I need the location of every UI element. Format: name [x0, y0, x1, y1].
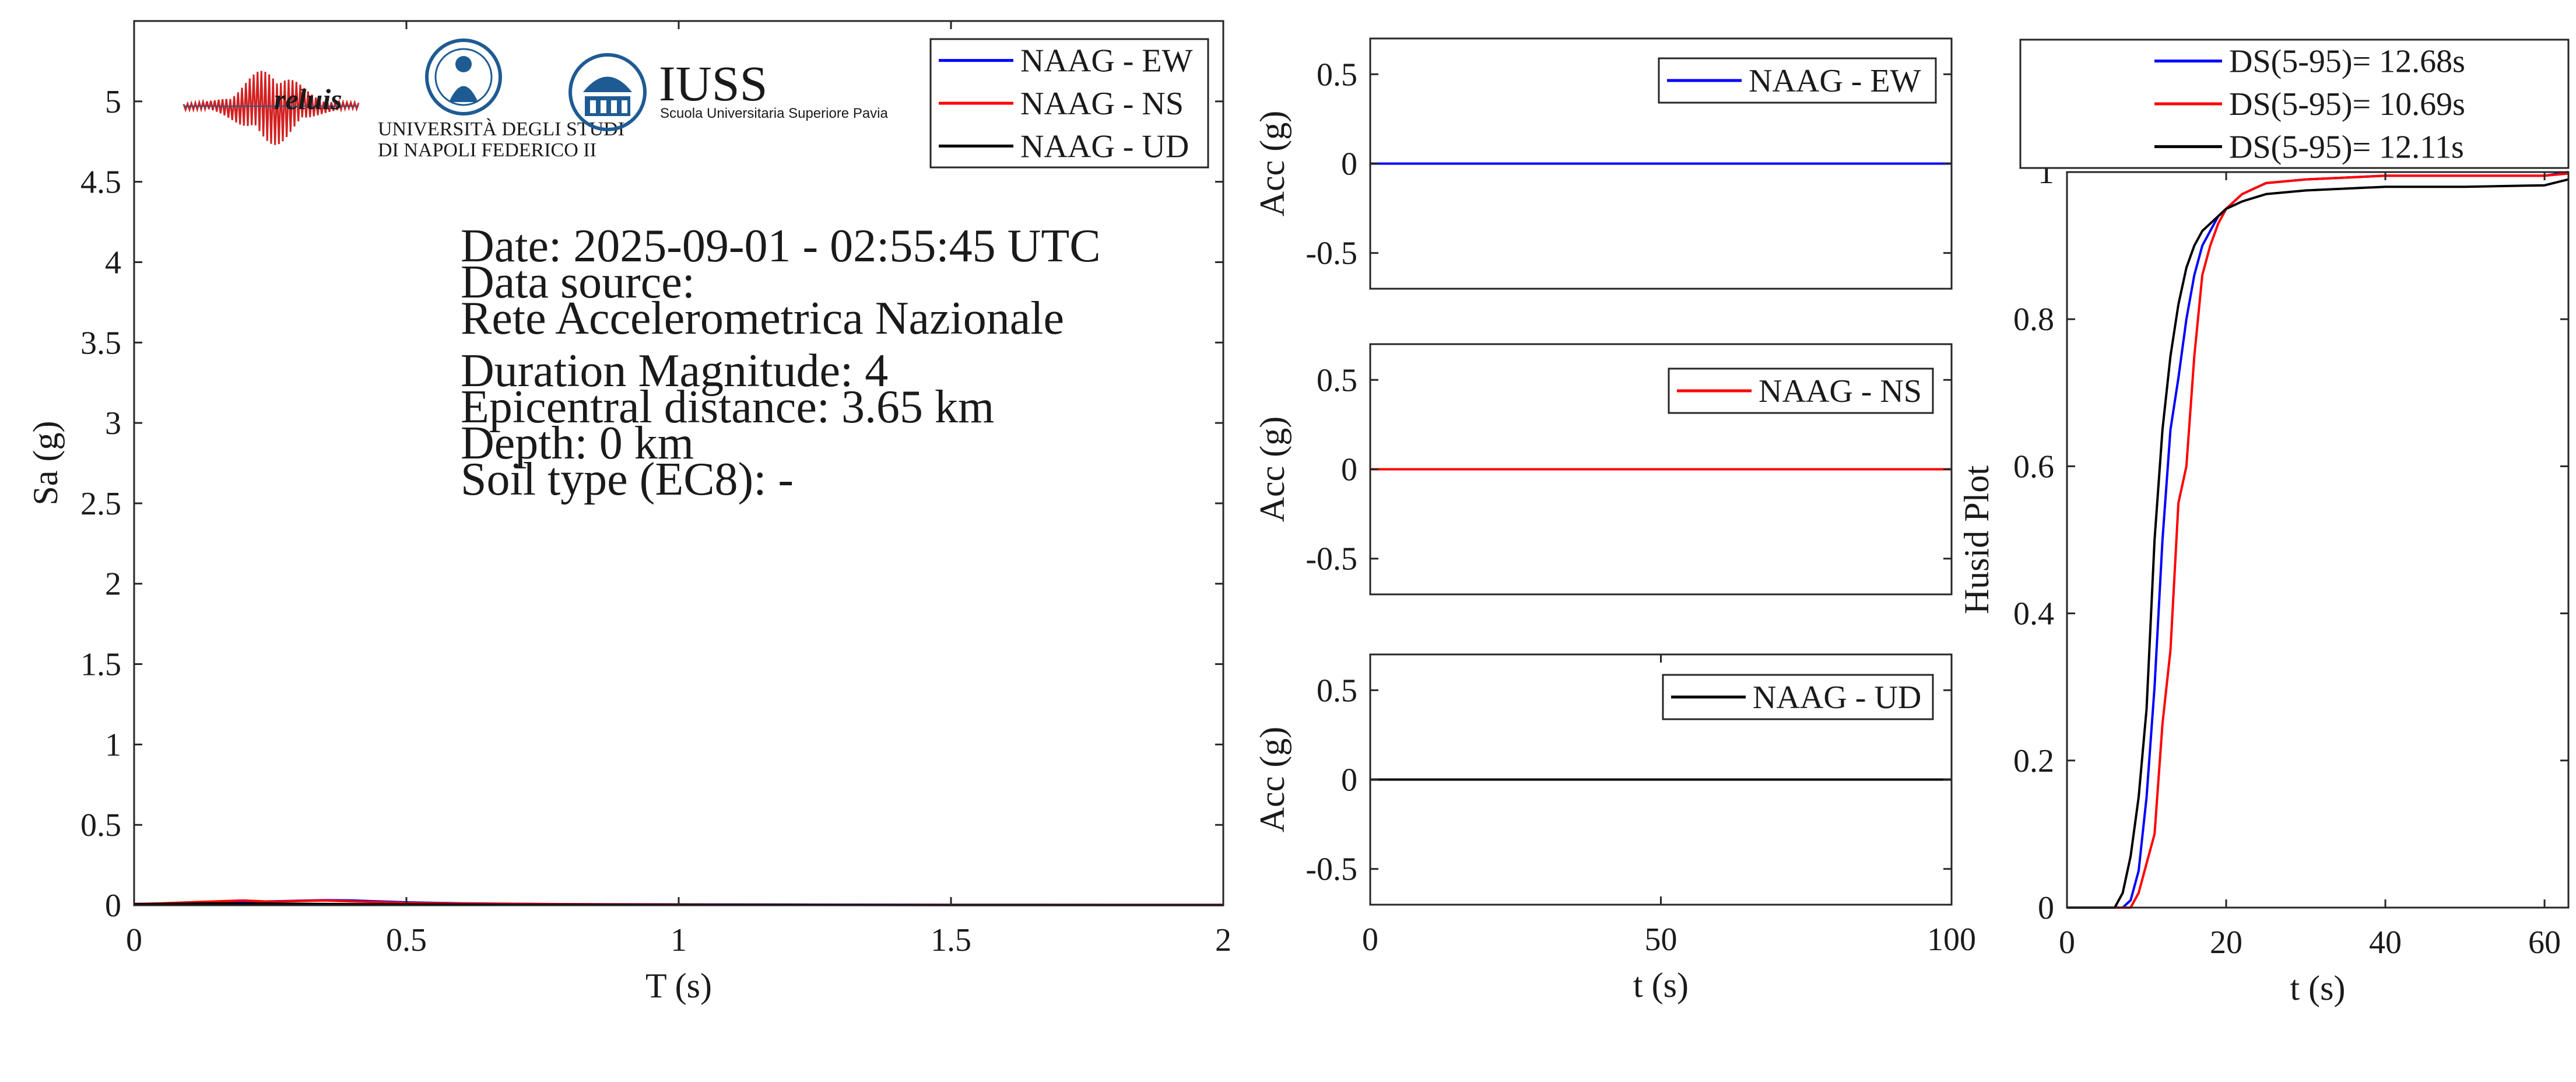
spectrum-ytick-label: 3 — [105, 405, 121, 442]
reluis-logo-text: reluis — [274, 83, 342, 115]
spectrum-legend: NAAG - EW NAAG - NS NAAG - UD — [929, 38, 1209, 169]
spectrum-ytick-label: 3.5 — [80, 325, 121, 361]
husid-ytick-label: 0.8 — [2013, 302, 2054, 338]
reluis-logo: reluis — [183, 71, 360, 145]
spectrum-xtick-label: 0.5 — [386, 922, 427, 958]
acc-ew-ylabel: Acc (g) — [1253, 111, 1291, 217]
husid-line-ds-5-95-12-68s — [2067, 171, 2569, 909]
husid-ylabel: Husid Plot — [1957, 465, 1996, 614]
iuss-logo: IUSS Scuola Universitaria Superiore Pavi… — [568, 53, 889, 131]
iuss-logo-subtitle: Scuola Universitaria Superiore Pavia — [660, 106, 889, 121]
husid-legend-box — [2019, 38, 2570, 169]
husid-ytick-label: 0 — [2038, 890, 2054, 926]
husid-xtick-label: 0 — [2059, 925, 2075, 961]
spectrum-xtick-label: 2 — [1215, 922, 1231, 958]
acc-ud-ylabel: Acc (g) — [1253, 727, 1291, 833]
spectrum-chart: 0 0.5 1 1.5 2 2.5 3 3.5 4 4.5 5 0 0.5 1 1.5 2 T (s) Sa (g… — [26, 20, 1231, 1005]
spectrum-ytick-label: 0.5 — [80, 807, 121, 843]
husid-legend-label-ds-5-95-12-68s: DS(5-95)= 12.68s — [2229, 44, 2465, 80]
acc-ew-ytick-label: -0.5 — [1305, 236, 1357, 272]
spectrum-xtick-label: 0 — [126, 922, 142, 958]
unina-logo-line2: DI NAPOLI FEDERICO II — [378, 139, 596, 161]
spectrum-ytick-label: 4 — [105, 244, 121, 281]
husid-xtick-label: 60 — [2528, 925, 2561, 961]
husid-axes-box — [2066, 171, 2570, 909]
acc-ns-chart: -0.5 0 0.5 Acc (g) NAAG - NS — [1253, 343, 1953, 596]
acc-ud-legend: NAAG - UD — [1662, 674, 1934, 720]
spectrum-ytick-label: 1.5 — [80, 647, 121, 683]
acc-ns-ytick-label: 0 — [1341, 452, 1357, 488]
spectrum-xlabel: T (s) — [645, 967, 712, 1005]
acc-ew-ytick-label: 0 — [1341, 146, 1357, 183]
husid-legend-label-ds-5-95-12-11s: DS(5-95)= 12.11s — [2229, 129, 2464, 165]
husid-xtick-label: 40 — [2369, 925, 2402, 961]
unina-seal-icon — [425, 38, 502, 115]
spectrum-ytick-label: 0 — [105, 888, 121, 924]
spectrum-ylabel: Sa (g) — [26, 421, 65, 506]
acc-ud-xtick-label: 100 — [1927, 922, 1976, 958]
spectrum-xtick-label: 1.5 — [931, 922, 971, 958]
acc-ns-legend-label-naag-ns: NAAG - NS — [1759, 373, 1922, 409]
spectrum-ytick-label: 2 — [105, 566, 121, 603]
acc-ud-ytick-label: -0.5 — [1305, 852, 1357, 888]
acc-ud-legend-label-naag-ud: NAAG - UD — [1753, 680, 1921, 716]
husid-ytick-label: 0.4 — [2013, 596, 2054, 632]
acc-ew-legend: NAAG - EW — [1658, 57, 1937, 104]
acc-ud-xtick-label: 0 — [1362, 922, 1378, 958]
husid-series — [2067, 171, 2569, 909]
data-source: Rete Accelerometrica Nazionale — [461, 293, 1064, 344]
husid-legend-label-ds-5-95-10-69s: DS(5-95)= 10.69s — [2229, 86, 2465, 122]
soil-type: Soil type (EC8): - — [461, 454, 794, 505]
acc-ew-ytick-label: 0.5 — [1317, 57, 1357, 93]
husid-legend: DS(5-95)= 12.68s DS(5-95)= 10.69s DS(5-95)… — [2019, 38, 2570, 169]
acc-ud-ytick-label: 0 — [1341, 762, 1357, 799]
husid-xtick-label: 20 — [2210, 925, 2242, 961]
unina-logo: UNIVERSITÀ DEGLI STUDI DI NAPOLI FEDERIC… — [378, 38, 624, 161]
spectrum-legend-label-naag-ns: NAAG - NS — [1020, 86, 1184, 122]
iuss-building-icon — [568, 53, 647, 131]
acc-ew-chart: -0.5 0 0.5 Acc (g) NAAG - EW — [1253, 37, 1953, 290]
depth: Depth: 0 km — [461, 418, 694, 469]
spectrum-ytick-label: 1 — [105, 727, 121, 763]
spectrum-ytick-label: 4.5 — [80, 164, 121, 201]
husid-line-ds-5-95-10-69s — [2067, 172, 2569, 909]
spectrum-xtick-label: 1 — [671, 922, 687, 958]
event-date: Date: 2025-09-01 - 02:55:45 UTC — [461, 220, 1101, 272]
event-info: Date: 2025-09-01 - 02:55:45 UTC Data sou… — [461, 220, 1101, 505]
duration-magnitude: Duration Magnitude: 4 — [461, 345, 888, 397]
husid-line-ds-5-95-12-11s — [2067, 178, 2569, 909]
spectrum-ytick-label: 5 — [105, 84, 121, 120]
reluis-wave-icon — [183, 71, 360, 145]
husid-xlabel: t (s) — [2290, 969, 2346, 1007]
husid-ytick-label: 0.6 — [2013, 449, 2054, 485]
husid-chart: 00.20.40.60.810 20 40 60t (s)Husid PlotDS(5… — [1957, 38, 2570, 1007]
husid-ytick-label: 0.2 — [2013, 743, 2054, 779]
epicentral-distance: Epicentral distance: 3.65 km — [461, 381, 994, 433]
acc-ns-ytick-label: -0.5 — [1305, 541, 1357, 577]
spectrum-legend-label-naag-ud: NAAG - UD — [1020, 128, 1189, 164]
reluis-wave-line — [183, 71, 360, 145]
acc-ns-ytick-label: 0.5 — [1317, 362, 1357, 398]
acc-ud-ytick-label: 0.5 — [1317, 673, 1357, 709]
data-source-label: Data source: — [461, 257, 695, 308]
iuss-logo-text: IUSS — [659, 55, 767, 111]
spectrum-ytick-label: 2.5 — [80, 486, 121, 522]
acc-ud-xtick-label: 50 — [1645, 922, 1677, 958]
acc-ns-ylabel: Acc (g) — [1253, 416, 1291, 523]
acc-ud-xlabel: t (s) — [1633, 966, 1689, 1004]
acc-ns-legend: NAAG - NS — [1668, 367, 1934, 414]
acc-ew-legend-label-naag-ew: NAAG - EW — [1749, 63, 1921, 99]
spectrum-legend-label-naag-ew: NAAG - EW — [1020, 43, 1193, 79]
